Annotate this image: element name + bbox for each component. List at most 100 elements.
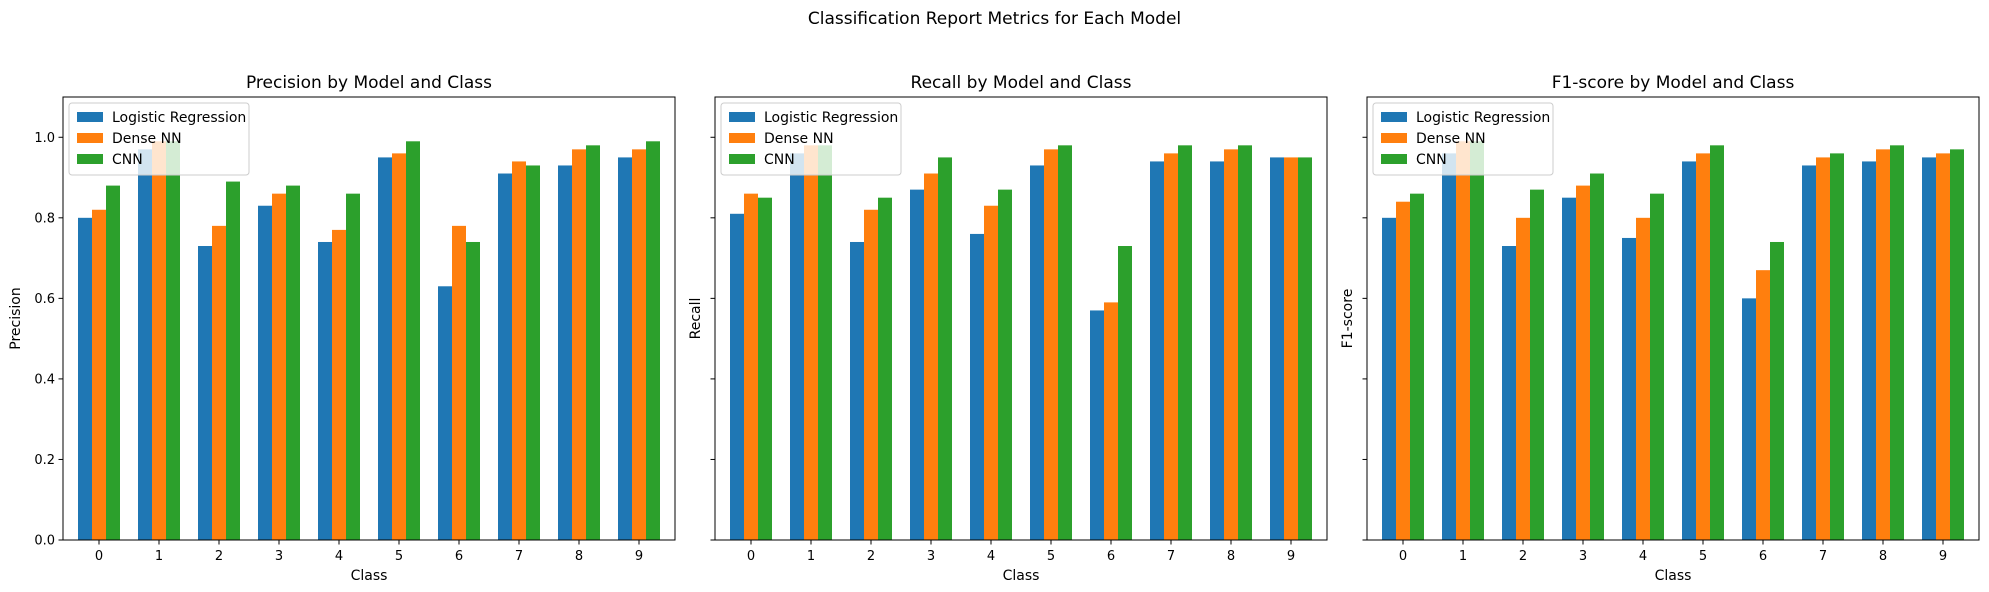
plot-frame-2 [1366, 96, 1980, 541]
legend-label-2-1: Dense NN [1416, 131, 1486, 147]
bar-0-series-0-class-5 [378, 157, 392, 540]
bar-0-series-1-class-4 [332, 229, 346, 540]
x-tick-label-0-1: 1 [155, 549, 163, 564]
bar-2-series-2-class-5 [1710, 145, 1724, 540]
legend-label-0-2: CNN [112, 152, 143, 168]
bar-2-series-0-class-6 [1742, 298, 1756, 540]
bar-2-series-0-class-7 [1802, 165, 1816, 541]
bar-0-series-2-class-3 [286, 185, 300, 540]
x-axis-label-0: Class [351, 568, 388, 584]
bar-2-series-2-class-7 [1830, 153, 1844, 540]
x-tick-label-0-5: 5 [395, 549, 403, 564]
x-tick-label-1-1: 1 [807, 549, 815, 564]
bar-0-series-0-class-3 [258, 205, 272, 540]
plot-frame-0 [62, 96, 676, 541]
bar-1-series-2-class-9 [1298, 157, 1312, 540]
x-tick-label-1-2: 2 [867, 549, 875, 564]
bar-1-series-2-class-0 [758, 197, 772, 540]
bar-1-series-0-class-6 [1090, 310, 1104, 540]
legend-swatch-1-2 [729, 154, 755, 164]
x-tick-label-0-6: 6 [455, 549, 463, 564]
bar-1-series-0-class-8 [1210, 161, 1224, 540]
bar-0-series-1-class-6 [452, 225, 466, 540]
bar-2-series-2-class-9 [1950, 149, 1964, 540]
x-tick-label-1-3: 3 [927, 549, 935, 564]
y-tick-label-0-2: 0.4 [34, 372, 55, 387]
bar-1-series-0-class-2 [850, 241, 864, 540]
bar-1-series-2-class-5 [1058, 145, 1072, 540]
legend-1: Logistic Regression Dense NN CNN [720, 102, 902, 176]
bar-0-series-1-class-8 [572, 149, 586, 540]
x-tick-label-1-4: 4 [987, 549, 995, 564]
y-axis-label-2: F1-score [1340, 289, 1356, 349]
bar-2-series-0-class-9 [1922, 157, 1936, 540]
bar-2-series-0-class-0 [1382, 217, 1396, 540]
bar-0-series-1-class-7 [512, 161, 526, 540]
bar-1-series-1-class-0 [744, 193, 758, 540]
bar-0-series-1-class-0 [92, 209, 106, 540]
x-axis-label-2: Class [1655, 568, 1692, 584]
y-tick-label-0-0: 0.0 [34, 534, 55, 549]
chart-title-2: F1-score by Model and Class [1552, 73, 1795, 93]
bar-0-series-0-class-4 [318, 241, 332, 540]
bar-0-series-1-class-1 [152, 141, 166, 541]
chart-panel-0: 0 1 2 3 4 5 6 7 8 9 0.0 0.2 0.4 0.6 0.8 1.0 Precision by… [8, 73, 676, 584]
bar-2-series-2-class-0 [1410, 193, 1424, 540]
plot-frame-1 [714, 96, 1328, 541]
bar-1-series-1-class-7 [1164, 153, 1178, 540]
bar-1-series-0-class-7 [1150, 161, 1164, 540]
figure-suptitle: Classification Report Metrics for Each M… [808, 9, 1181, 29]
bar-1-series-2-class-1 [818, 145, 832, 540]
bar-1-series-0-class-5 [1030, 165, 1044, 541]
bar-1-series-1-class-6 [1104, 302, 1118, 540]
bar-0-series-2-class-0 [106, 185, 120, 540]
legend-label-2-2: CNN [1416, 152, 1447, 168]
bar-1-series-0-class-4 [970, 233, 984, 540]
bar-2-series-0-class-8 [1862, 161, 1876, 540]
bar-2-series-1-class-9 [1936, 153, 1950, 540]
bar-0-series-1-class-9 [632, 149, 646, 540]
legend-2: Logistic Regression Dense NN CNN [1372, 102, 1554, 176]
y-tick-label-0-4: 0.8 [34, 211, 55, 226]
bar-0-series-1-class-2 [212, 225, 226, 540]
legend-swatch-0-1 [77, 133, 103, 143]
legend-box-2 [1372, 102, 1554, 176]
bar-0-series-2-class-9 [646, 141, 660, 541]
bar-2-series-0-class-1 [1442, 153, 1456, 540]
x-tick-label-1-6: 6 [1107, 549, 1115, 564]
x-tick-label-2-3: 3 [1579, 549, 1587, 564]
chart-title-1: Recall by Model and Class [911, 73, 1132, 93]
y-tick-label-0-1: 0.2 [34, 453, 55, 468]
bar-2-series-1-class-2 [1516, 217, 1530, 540]
bar-2-series-1-class-6 [1756, 270, 1770, 540]
bar-2-series-2-class-2 [1530, 189, 1544, 541]
legend-label-0-0: Logistic Regression [112, 110, 246, 126]
bar-1-series-2-class-3 [938, 157, 952, 540]
x-tick-label-1-5: 5 [1047, 549, 1055, 564]
bar-0-series-2-class-5 [406, 141, 420, 541]
bar-1-series-1-class-1 [804, 145, 818, 540]
x-tick-label-2-2: 2 [1519, 549, 1527, 564]
bar-2-series-2-class-4 [1650, 193, 1664, 540]
x-tick-label-0-9: 9 [635, 549, 643, 564]
legend-swatch-2-2 [1381, 154, 1407, 164]
bar-1-series-1-class-8 [1224, 149, 1238, 540]
x-tick-label-2-7: 7 [1819, 549, 1827, 564]
x-axis-label-1: Class [1003, 568, 1040, 584]
bar-2-series-1-class-1 [1456, 141, 1470, 541]
bar-1-series-1-class-2 [864, 209, 878, 540]
legend-swatch-1-0 [729, 112, 755, 122]
bar-1-series-0-class-3 [910, 189, 924, 541]
charts-root: 0 1 2 3 4 5 6 7 8 9 0.0 0.2 0.4 0.6 0.8 1.0 Precision by… [8, 73, 1980, 584]
chart-title-0: Precision by Model and Class [246, 73, 492, 93]
bar-1-series-1-class-3 [924, 173, 938, 540]
x-tick-label-0-4: 4 [335, 549, 343, 564]
legend-label-1-2: CNN [764, 152, 795, 168]
x-tick-label-2-6: 6 [1759, 549, 1767, 564]
x-tick-label-1-8: 8 [1227, 549, 1235, 564]
x-tick-label-1-7: 7 [1167, 549, 1175, 564]
x-tick-label-1-9: 9 [1287, 549, 1295, 564]
bar-0-series-2-class-7 [526, 165, 540, 541]
bar-2-series-1-class-3 [1576, 185, 1590, 540]
